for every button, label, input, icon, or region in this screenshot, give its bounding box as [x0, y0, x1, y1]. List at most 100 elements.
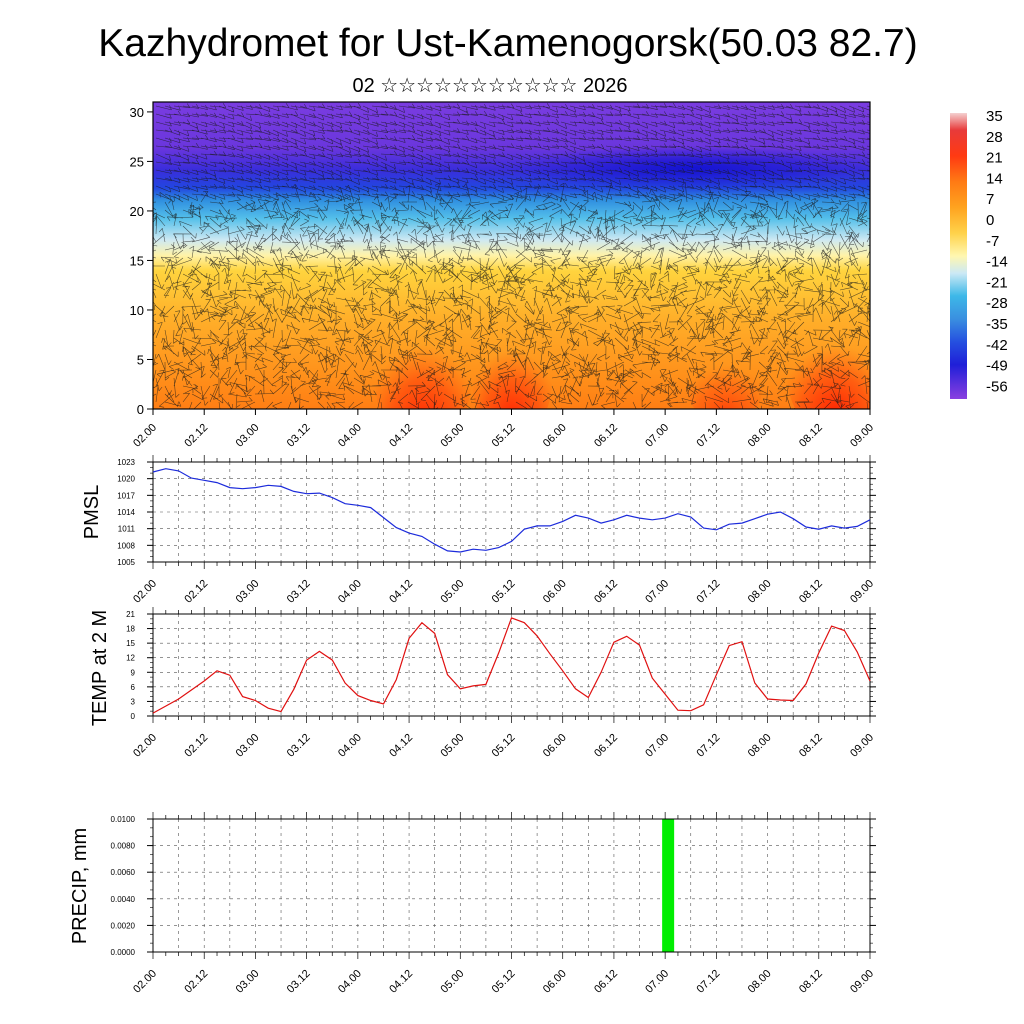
cross-ytick-label: 15 [130, 253, 144, 268]
cross-ytick-label: 0 [137, 402, 144, 417]
precip-axes: 0.0000 0.0020 0.0040 0.0060 0.0080 0.0100 02.0… [111, 812, 876, 996]
pmsl-xtick-label: 07.12 [695, 578, 723, 606]
pmsl-xtick-label: 03.12 [285, 578, 313, 606]
cross-xtick-label: 05.00 [438, 422, 466, 450]
cross-xtick-label: 03.00 [234, 422, 262, 450]
precip-xtick-label: 03.12 [285, 968, 313, 996]
cross-ytick-label: 10 [130, 303, 144, 318]
colorbar-label: -28 [986, 295, 1008, 312]
colorbar-label: -7 [986, 233, 999, 250]
colorbar-label: 35 [986, 108, 1003, 125]
temp-line [152, 617, 871, 714]
cross-xtick-label: 02.12 [182, 422, 210, 450]
precip-grid [152, 819, 871, 952]
pmsl-xtick-label: 05.00 [438, 578, 466, 606]
pmsl-ylabel: PMSL [81, 485, 103, 539]
precip-xtick-label: 02.12 [182, 968, 210, 996]
cross-xtick-label: 07.00 [643, 422, 671, 450]
temp-xtick-label: 05.00 [438, 732, 466, 760]
temp-xtick-label: 07.12 [695, 732, 723, 760]
precip-xtick-label: 06.12 [592, 968, 620, 996]
colorbar: 35 28 21 14 7 0 -7 -14 -21 -28 -35 -42 -49 -56 [950, 108, 1008, 399]
precip-xtick-label: 04.12 [387, 968, 415, 996]
temp-ytick-label: 18 [126, 625, 135, 634]
temp-ytick-label: 6 [131, 683, 136, 692]
temp-xtick-label: 06.00 [541, 732, 569, 760]
pmsl-ytick-label: 1023 [117, 458, 135, 467]
pmsl-xtick-label: 03.00 [234, 578, 262, 606]
precip-ytick-label: 0.0040 [111, 895, 136, 904]
temp-ytick-label: 15 [126, 639, 135, 648]
wind-barb-strokes [153, 102, 870, 409]
precip-xtick-label: 08.00 [746, 968, 774, 996]
warm-blob-3 [687, 345, 763, 409]
temp-xtick-label: 02.12 [182, 732, 210, 760]
colorbar-label: 28 [986, 129, 1003, 146]
temp-xtick-label: 04.12 [387, 732, 415, 760]
pmsl-ytick-label: 1017 [117, 491, 135, 500]
pmsl-xtick-label: 06.12 [592, 578, 620, 606]
cross-section-x-axis: 02.00 02.12 03.00 03.12 04.00 04.12 05.00 05.12… [131, 409, 876, 450]
colorbar-label: -21 [986, 274, 1008, 291]
pmsl-xtick-label: 06.00 [541, 578, 569, 606]
cross-ytick-label: 25 [130, 154, 144, 169]
precip-xtick-label: 07.12 [695, 968, 723, 996]
temp-ytick-label: 12 [126, 654, 135, 663]
precip-xtick-label: 09.00 [848, 968, 876, 996]
precip-ytick-label: 0.0020 [111, 921, 136, 930]
pmsl-xtick-label: 02.12 [182, 578, 210, 606]
temp-xtick-label: 04.00 [336, 732, 364, 760]
pmsl-xtick-label: 08.00 [746, 578, 774, 606]
colorbar-label: 14 [986, 170, 1003, 187]
temp-xtick-label: 07.00 [643, 732, 671, 760]
precip-bars [662, 819, 675, 952]
temp-ytick-label: 3 [131, 697, 136, 706]
precip-xtick-label: 08.12 [797, 968, 825, 996]
cross-ytick-label: 30 [130, 105, 144, 120]
pmsl-xtick-label: 07.00 [643, 578, 671, 606]
cross-xtick-label: 02.00 [131, 422, 159, 450]
temp-xtick-label: 08.12 [797, 732, 825, 760]
pmsl-xtick-label: 09.00 [848, 578, 876, 606]
colorbar-label: 21 [986, 150, 1003, 167]
cross-xtick-label: 06.12 [592, 422, 620, 450]
pmsl-ytick-label: 1014 [117, 508, 135, 517]
precip-ytick-label: 0.0060 [111, 868, 136, 877]
colorbar-label: -42 [986, 337, 1008, 354]
pmsl-grid [152, 462, 871, 562]
precip-bar [662, 819, 675, 952]
cross-xtick-label: 08.00 [746, 422, 774, 450]
precip-xtick-label: 07.00 [643, 968, 671, 996]
pmsl-xtick-label: 05.12 [490, 578, 518, 606]
pmsl-xtick-label: 04.00 [336, 578, 364, 606]
pmsl-xtick-label: 02.00 [131, 578, 159, 606]
precip-ylabel: PRECIP, mm [69, 828, 91, 944]
temp-xtick-label: 09.00 [848, 732, 876, 760]
temp-panel: 0 3 6 9 12 15 18 21 02.00 02.12 03.00 03.12 04.00 04.… [89, 607, 876, 760]
colorbar-label: 7 [986, 191, 994, 208]
cross-xtick-label: 09.00 [848, 422, 876, 450]
temp-ylabel: TEMP at 2 M [89, 610, 111, 726]
figure-title: Kazhydromet for Ust-Kamenogorsk(50.03 82… [98, 22, 917, 65]
pmsl-xtick-label: 04.12 [387, 578, 415, 606]
pmsl-ytick-label: 1011 [118, 525, 136, 534]
cross-xtick-label: 04.00 [336, 422, 364, 450]
temp-ytick-label: 9 [131, 668, 136, 677]
cross-xtick-label: 06.00 [541, 422, 569, 450]
colorbar-label: -56 [986, 378, 1008, 395]
precip-xtick-label: 02.00 [131, 968, 159, 996]
figure-subtitle: 02 ☆☆☆☆☆☆☆☆☆☆☆ 2026 [352, 75, 627, 97]
temp-ytick-label: 21 [126, 610, 135, 619]
temp-axes: 0 3 6 9 12 15 18 21 02.00 02.12 03.00 03.12 04.00 04.… [126, 607, 876, 760]
cross-section-panel: 0 5 10 15 20 25 30 02.00 02.12 03.00 03.12 04.00 04… [130, 101, 876, 450]
temp-xtick-label: 03.12 [285, 732, 313, 760]
temp-xtick-label: 03.00 [234, 732, 262, 760]
warm-blob-4 [787, 315, 870, 409]
cross-xtick-label: 08.12 [797, 422, 825, 450]
temp-xtick-label: 02.00 [131, 732, 159, 760]
colorbar-label: 0 [986, 212, 994, 229]
colorbar-label: -49 [986, 358, 1008, 375]
precip-panel: 0.0000 0.0020 0.0040 0.0060 0.0080 0.0100 02.0… [69, 812, 876, 996]
precip-xtick-label: 03.00 [234, 968, 262, 996]
cross-section-y-axis: 0 5 10 15 20 25 30 [130, 105, 153, 417]
